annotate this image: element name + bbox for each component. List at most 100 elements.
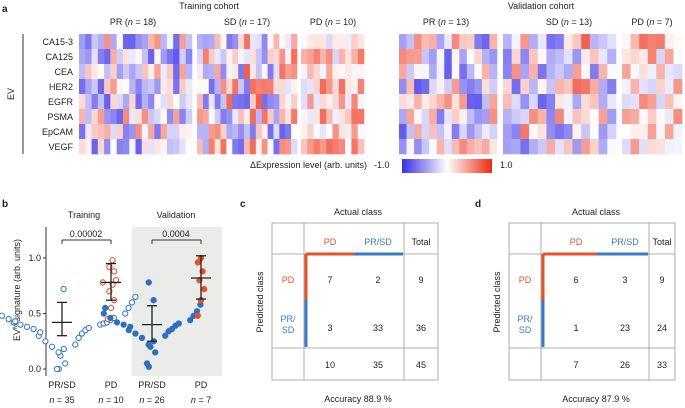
heat-cell <box>414 49 422 65</box>
heat-cell <box>511 139 521 155</box>
group-title-training-pd: PD (n = 10) <box>310 17 356 27</box>
heat-cell <box>110 139 117 155</box>
accuracy-c: Accuracy 88.9 % <box>324 394 392 404</box>
heat-cell <box>572 94 582 110</box>
heat-cell <box>332 124 340 140</box>
heat-cell <box>572 124 582 140</box>
predicted-class-label-c: Predicted class <box>255 271 265 333</box>
heat-cell <box>338 109 346 125</box>
heat-cell <box>97 139 105 155</box>
heat-cell <box>326 139 333 155</box>
heat-cell <box>639 79 649 95</box>
heat-cell <box>639 124 649 140</box>
marker-label: EpCAM <box>42 127 73 137</box>
heat-cell <box>255 139 262 155</box>
heat-cell <box>202 49 210 65</box>
col-prsd-c: PR/SD <box>364 237 392 247</box>
heat-cell <box>214 64 221 80</box>
heat-cell <box>607 124 617 140</box>
heat-cell <box>598 49 608 65</box>
heat-cell <box>173 124 180 140</box>
validation-title: Validation <box>157 210 196 220</box>
marker-label: VEGF <box>48 142 73 152</box>
heat-cell <box>414 34 422 50</box>
heat-cell <box>664 34 674 50</box>
heat-cell <box>179 109 187 125</box>
heat-cell <box>261 94 268 110</box>
marker-labels: CA15-3 CA125 CEA HER2 EGFR PSMA EpCAM VEGF <box>42 37 74 152</box>
heat-cell <box>301 94 308 110</box>
heat-cell <box>581 49 591 65</box>
heat-cell <box>148 34 155 50</box>
heat-cell <box>285 49 292 65</box>
heat-cell <box>110 64 117 80</box>
heat-cell <box>160 139 168 155</box>
heat-cell <box>589 124 599 140</box>
heat-cell <box>459 64 468 80</box>
heat-cell <box>116 34 124 50</box>
matrix-frame-c <box>271 222 439 381</box>
heat-cell <box>436 49 445 65</box>
validation-cohort-title: Validation cohort <box>508 1 575 11</box>
heat-cell <box>466 34 475 50</box>
group-label-validation-pd: PD <box>195 380 208 390</box>
heat-cell <box>436 109 445 125</box>
heat-cell <box>255 64 262 80</box>
panel-letter-d: d <box>475 199 481 210</box>
heat-cell <box>267 124 274 140</box>
group-n-validation-pd: n = 7 <box>191 395 211 405</box>
heat-cell <box>598 109 608 125</box>
heat-cell <box>238 94 245 110</box>
actual-class-label-c: Actual class <box>334 207 383 217</box>
heat-cell <box>197 49 204 65</box>
heat-cell <box>208 94 215 110</box>
colorbar: ΔExpression level (arb. units) -1.0 1.0 <box>250 159 513 173</box>
heat-cell <box>301 139 308 155</box>
heat-cell <box>135 124 143 140</box>
heat-cell <box>459 49 468 65</box>
heat-cell <box>91 34 99 50</box>
heat-cell <box>85 124 92 140</box>
heat-cell <box>238 109 245 125</box>
heat-cell <box>232 49 239 65</box>
ev-axis-label: EV <box>6 88 16 100</box>
heat-cell <box>129 94 136 110</box>
heat-cell <box>244 64 251 80</box>
heat-cell <box>220 79 227 95</box>
y-tick-label: 1.0 <box>28 253 41 263</box>
heat-cell <box>116 64 124 80</box>
heat-cell <box>414 79 422 95</box>
heat-cell <box>338 94 346 110</box>
heat-cell <box>451 79 460 95</box>
heat-cell <box>555 64 565 80</box>
heat-cell <box>148 79 155 95</box>
scatter-point <box>143 360 151 367</box>
heat-cell <box>326 94 333 110</box>
y-tick-label: 0.5 <box>28 309 41 319</box>
heat-cell <box>166 49 174 65</box>
heat-cell <box>563 34 573 50</box>
heat-cell <box>185 79 193 95</box>
heat-cell <box>630 124 640 140</box>
heat-cell <box>451 139 460 155</box>
matrix-cell-value: 1 <box>573 323 578 333</box>
heat-cell <box>244 94 251 110</box>
heat-cell <box>249 124 257 140</box>
heat-cell <box>313 124 321 140</box>
heat-cell <box>214 34 221 50</box>
heat-cell <box>444 109 453 125</box>
heat-cell <box>97 49 105 65</box>
heat-cell <box>429 79 437 95</box>
heat-cell <box>116 139 124 155</box>
heat-cell <box>160 94 168 110</box>
heat-cell <box>332 34 340 50</box>
heat-cell <box>291 34 298 50</box>
heat-cell <box>429 49 437 65</box>
colorbar-max-label: 1.0 <box>500 160 513 170</box>
heat-cell <box>622 139 631 155</box>
heat-cell <box>459 34 468 50</box>
actual-class-label-d: Actual class <box>572 207 621 217</box>
scatter-point <box>42 338 49 345</box>
heat-cell <box>436 34 445 50</box>
